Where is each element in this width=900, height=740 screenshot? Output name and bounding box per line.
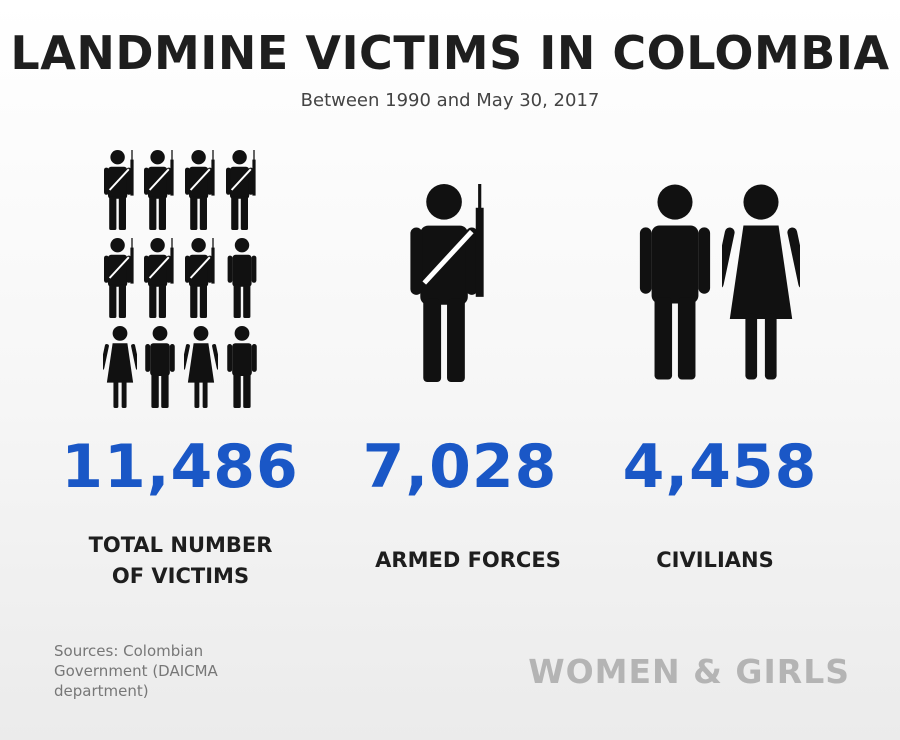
stat-number: 7,028 — [362, 432, 558, 502]
stat-number: 4,458 — [622, 432, 818, 502]
subtitle: Between 1990 and May 30, 2017 — [300, 90, 600, 111]
soldier-icon — [410, 184, 483, 382]
stat-label: CIVILIANS — [656, 548, 774, 572]
woman-icon — [722, 184, 800, 380]
stat-label: ARMED FORCES — [375, 548, 561, 572]
man-icon — [639, 184, 711, 380]
brand: WOMEN & GIRLS — [528, 652, 850, 691]
small-icons — [103, 150, 257, 408]
title: LANDMINE VICTIMS IN COLOMBIA — [10, 26, 890, 80]
sources: Sources: Colombian Government (DAICMA de… — [54, 642, 218, 700]
stat-label: TOTAL NUMBER OF VICTIMS — [88, 533, 273, 588]
stat-number: 11,486 — [61, 432, 299, 502]
